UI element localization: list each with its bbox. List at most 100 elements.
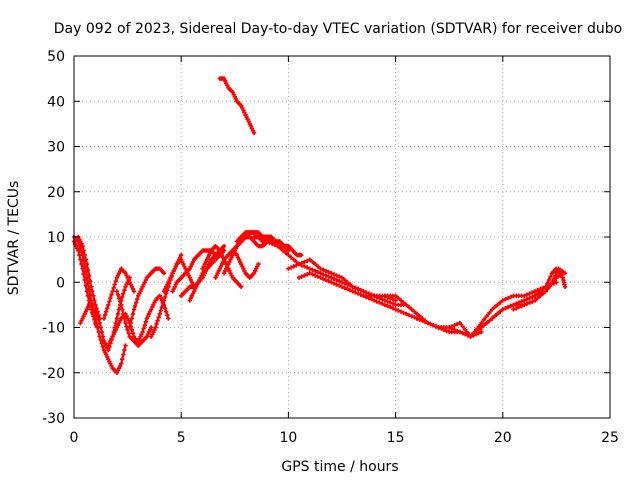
data-point (128, 282, 133, 287)
series-sat-l (149, 252, 184, 339)
data-point (107, 299, 112, 304)
data-point (329, 280, 334, 285)
data-point (140, 329, 145, 335)
data-point (393, 307, 398, 312)
data-point (299, 274, 304, 279)
data-point (310, 259, 315, 265)
data-point (108, 361, 113, 366)
data-point (471, 331, 476, 336)
data-point (551, 276, 556, 282)
data-point (81, 248, 86, 253)
data-point (506, 295, 511, 301)
data-point (123, 284, 128, 289)
data-point (167, 277, 172, 283)
data-point (142, 323, 147, 328)
data-point (382, 302, 388, 308)
data-point (230, 252, 235, 258)
data-point (179, 257, 184, 262)
data-point (374, 299, 379, 304)
data-point (272, 242, 278, 248)
data-point (220, 259, 226, 265)
x-tick-label: 15 (387, 430, 405, 446)
data-point (481, 323, 487, 328)
data-point (489, 307, 495, 312)
data-point (329, 275, 334, 280)
data-point (511, 307, 516, 312)
data-point (315, 269, 321, 275)
x-tick-label: 5 (177, 430, 186, 446)
data-point (98, 325, 103, 330)
data-point (124, 314, 129, 319)
data-point (234, 252, 240, 258)
series-trace (218, 77, 256, 134)
data-point (100, 334, 106, 339)
data-point (116, 271, 122, 276)
data-point (239, 261, 244, 267)
data-point (524, 297, 530, 302)
data-point (105, 306, 110, 311)
data-point (382, 298, 388, 303)
series-sat-e (89, 298, 128, 375)
data-point (326, 278, 331, 284)
data-point (329, 271, 334, 276)
data-point (95, 314, 100, 319)
data-point (214, 273, 219, 278)
data-point (225, 264, 230, 269)
data-point (372, 298, 377, 303)
data-point (100, 344, 106, 349)
data-point (406, 312, 412, 318)
axis-ticks: 0 5 10 15 20 25 -30 -20 -10 0 10 20 30 40 50 (42, 49, 619, 446)
data-point (296, 261, 302, 267)
data-point (149, 307, 154, 312)
data-point (120, 294, 125, 300)
data-point (89, 284, 94, 289)
data-point (144, 334, 150, 339)
data-point (562, 284, 568, 289)
data-point (96, 317, 101, 322)
data-point (449, 324, 455, 329)
data-point (76, 248, 81, 253)
data-point (161, 289, 167, 294)
data-point (280, 248, 286, 253)
data-point (110, 334, 115, 339)
data-point (142, 280, 147, 285)
data-point (218, 264, 224, 269)
data-point (215, 271, 220, 276)
data-point (307, 257, 312, 262)
data-point (334, 277, 339, 283)
data-point (404, 302, 409, 308)
y-tick-label: 20 (47, 185, 65, 201)
data-point (500, 307, 505, 312)
data-point (84, 307, 90, 312)
data-point (465, 331, 471, 336)
data-point (291, 264, 296, 269)
data-point (112, 282, 117, 287)
data-point (119, 302, 124, 308)
data-point (181, 261, 186, 267)
data-point (342, 277, 347, 283)
data-point (134, 300, 139, 305)
data-point (139, 332, 144, 337)
data-point (126, 277, 131, 283)
data-point (535, 295, 540, 301)
data-point (122, 347, 127, 353)
data-point (388, 304, 393, 310)
grid (74, 56, 610, 418)
data-point (305, 272, 310, 277)
series-sat-j (127, 266, 167, 330)
data-point (99, 329, 105, 335)
data-point (97, 320, 102, 326)
data-point (497, 309, 503, 314)
data-point (396, 308, 401, 313)
data-point (138, 289, 143, 294)
data-point (152, 327, 157, 332)
data-point (145, 314, 151, 319)
data-point (137, 291, 142, 296)
data-point (224, 266, 229, 271)
data-point (347, 282, 353, 287)
data-point (109, 292, 114, 297)
data-point (350, 289, 355, 294)
data-point (239, 284, 244, 289)
data-point (409, 307, 414, 312)
data-point (350, 284, 355, 289)
